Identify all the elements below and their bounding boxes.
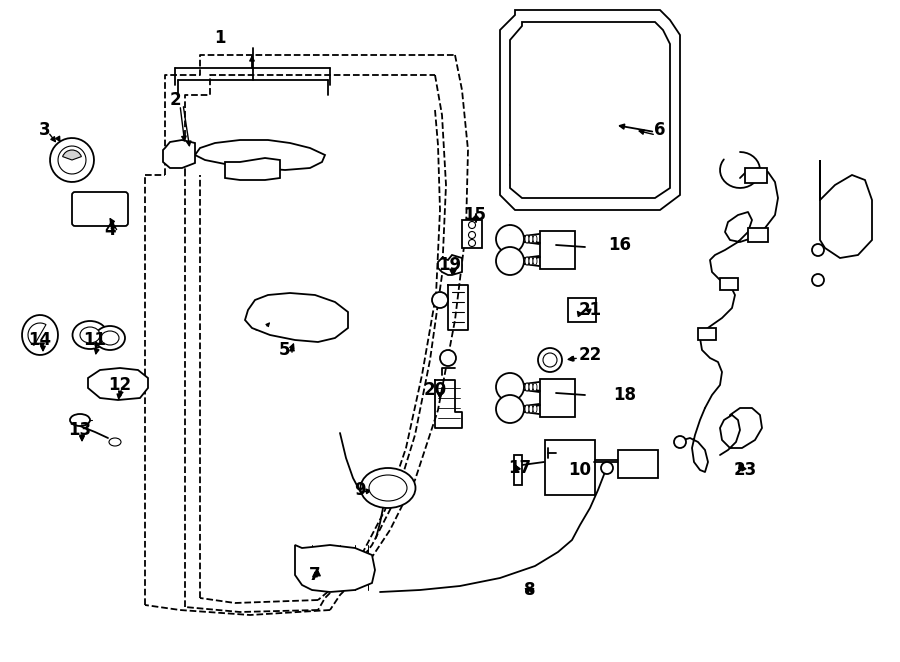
- Bar: [745, 168, 767, 183]
- Ellipse shape: [529, 257, 533, 265]
- Text: 10: 10: [569, 461, 591, 479]
- Text: 9: 9: [355, 481, 365, 499]
- Circle shape: [432, 292, 448, 308]
- Text: 2: 2: [169, 91, 181, 109]
- Bar: [540, 231, 575, 269]
- Polygon shape: [88, 368, 148, 400]
- Circle shape: [601, 462, 613, 474]
- Polygon shape: [163, 140, 195, 168]
- Ellipse shape: [533, 405, 537, 413]
- Ellipse shape: [533, 257, 537, 265]
- Bar: [540, 379, 575, 417]
- Circle shape: [469, 222, 475, 228]
- Text: 3: 3: [40, 121, 50, 139]
- Bar: [514, 455, 522, 485]
- Text: 8: 8: [524, 581, 536, 599]
- Ellipse shape: [73, 321, 107, 349]
- Ellipse shape: [525, 383, 529, 391]
- Text: 5: 5: [279, 341, 291, 359]
- Text: 23: 23: [734, 461, 757, 479]
- Ellipse shape: [529, 383, 533, 391]
- Bar: [748, 228, 768, 242]
- Polygon shape: [195, 140, 325, 170]
- Polygon shape: [22, 315, 58, 355]
- Ellipse shape: [533, 235, 537, 243]
- Wedge shape: [28, 323, 46, 346]
- Bar: [698, 328, 716, 340]
- Circle shape: [812, 244, 824, 256]
- Bar: [462, 220, 482, 248]
- Text: 6: 6: [654, 121, 666, 139]
- Text: 21: 21: [579, 301, 601, 319]
- Circle shape: [469, 240, 475, 246]
- Circle shape: [538, 348, 562, 372]
- Ellipse shape: [525, 257, 529, 265]
- Circle shape: [812, 274, 824, 286]
- Bar: [618, 450, 658, 478]
- Text: 14: 14: [29, 331, 51, 349]
- Circle shape: [496, 247, 524, 275]
- Ellipse shape: [525, 235, 529, 243]
- Polygon shape: [500, 10, 680, 210]
- Ellipse shape: [369, 475, 407, 501]
- Polygon shape: [438, 255, 462, 275]
- Polygon shape: [58, 146, 86, 174]
- Bar: [720, 278, 738, 290]
- Bar: [545, 440, 595, 495]
- Circle shape: [496, 225, 524, 253]
- Text: 7: 7: [310, 566, 320, 584]
- Ellipse shape: [529, 405, 533, 413]
- Bar: [568, 298, 596, 322]
- Ellipse shape: [101, 331, 119, 345]
- Polygon shape: [245, 293, 348, 342]
- Text: 16: 16: [608, 236, 632, 254]
- Text: 13: 13: [68, 421, 92, 439]
- Text: 1: 1: [214, 29, 226, 47]
- Wedge shape: [63, 150, 81, 160]
- Ellipse shape: [80, 327, 100, 343]
- Text: 15: 15: [464, 206, 487, 224]
- Ellipse shape: [529, 235, 533, 243]
- Ellipse shape: [533, 383, 537, 391]
- Circle shape: [469, 232, 475, 238]
- Polygon shape: [510, 22, 670, 198]
- Polygon shape: [820, 160, 872, 258]
- Text: 4: 4: [104, 221, 116, 239]
- Polygon shape: [295, 545, 375, 592]
- Circle shape: [543, 353, 557, 367]
- Text: 11: 11: [84, 331, 106, 349]
- Text: 20: 20: [423, 381, 446, 399]
- Circle shape: [440, 350, 456, 366]
- Text: 12: 12: [108, 376, 131, 394]
- Ellipse shape: [95, 326, 125, 350]
- Polygon shape: [225, 158, 280, 180]
- Text: 22: 22: [579, 346, 601, 364]
- Circle shape: [674, 436, 686, 448]
- Text: 18: 18: [614, 386, 636, 404]
- Polygon shape: [50, 138, 94, 182]
- Text: 19: 19: [438, 256, 462, 274]
- Ellipse shape: [70, 414, 90, 426]
- FancyBboxPatch shape: [72, 192, 128, 226]
- Text: 17: 17: [508, 459, 532, 477]
- Circle shape: [496, 373, 524, 401]
- Ellipse shape: [525, 405, 529, 413]
- Ellipse shape: [109, 438, 121, 446]
- Circle shape: [496, 395, 524, 423]
- Ellipse shape: [361, 468, 416, 508]
